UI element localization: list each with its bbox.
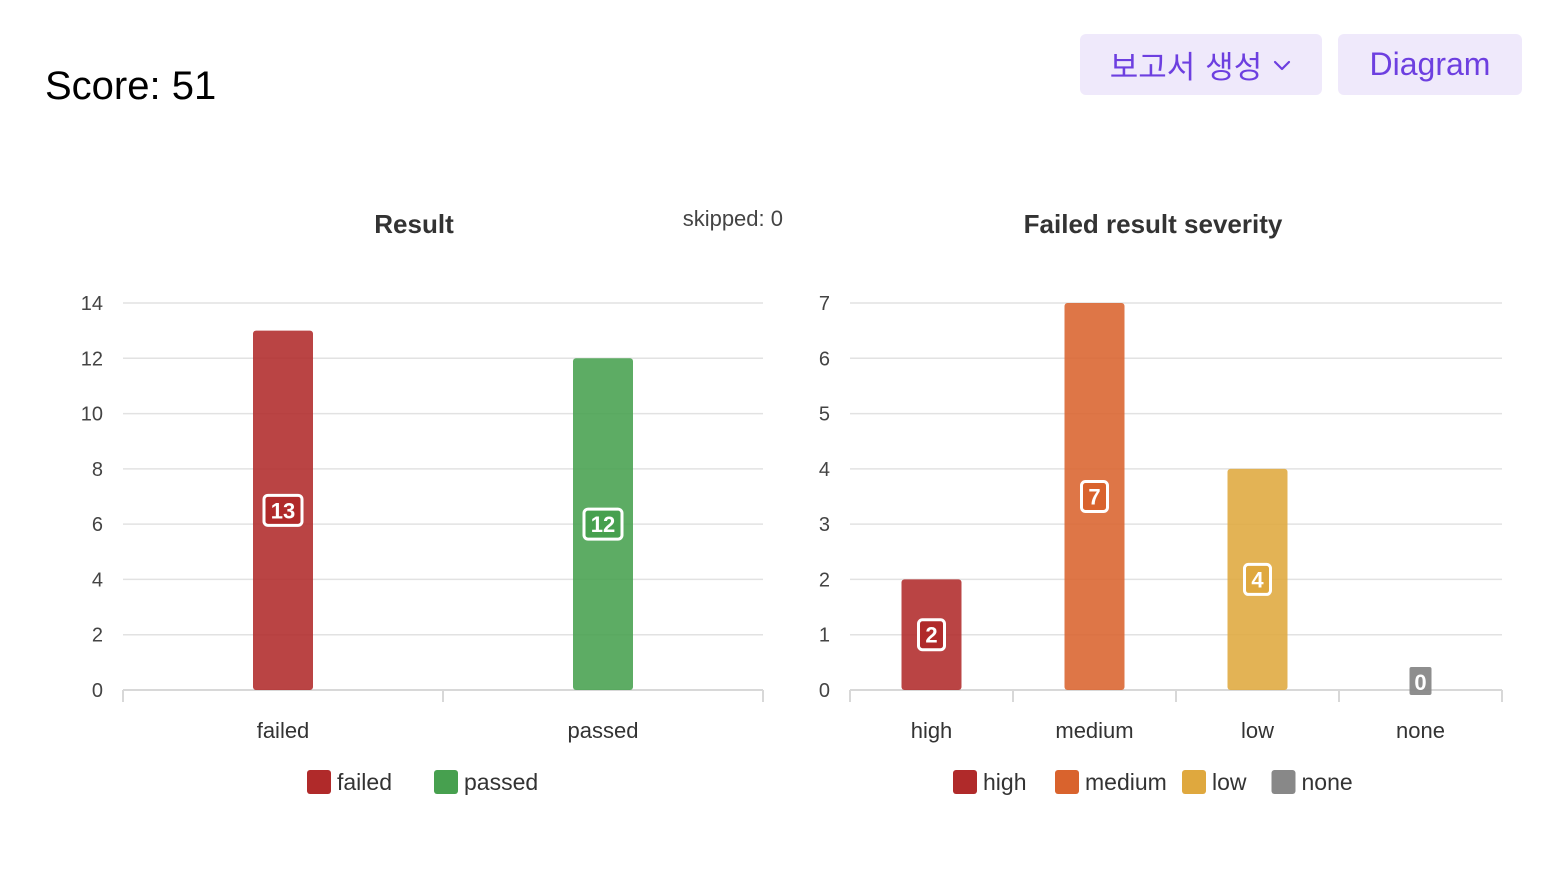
data-label: 2 — [925, 623, 937, 648]
legend-label-passed: passed — [464, 769, 538, 795]
data-label-box — [1409, 667, 1432, 695]
chart-title: Result — [374, 209, 454, 239]
data-label: 13 — [271, 498, 295, 523]
y-tick-label: 6 — [92, 514, 103, 536]
chart-title: Failed result severity — [1024, 209, 1283, 239]
y-tick-label: 2 — [819, 569, 830, 591]
y-tick-label: 4 — [819, 459, 830, 481]
score-value: 51 — [171, 64, 217, 108]
diagram-button[interactable]: Diagram — [1338, 34, 1522, 95]
score-heading: Score: 51 — [45, 62, 216, 110]
x-tick-label: low — [1241, 718, 1274, 743]
y-tick-label: 14 — [81, 293, 103, 315]
x-tick-label: failed — [257, 718, 310, 743]
legend-swatch-none — [1271, 770, 1296, 794]
data-label: 12 — [591, 512, 615, 537]
y-tick-label: 3 — [819, 514, 830, 536]
data-label-box — [1080, 480, 1109, 513]
legend-swatch-medium — [1055, 770, 1079, 794]
y-tick-label: 2 — [92, 625, 103, 647]
legend-label-none: none — [1302, 769, 1353, 795]
y-tick-label: 1 — [819, 625, 830, 647]
skipped-count-label: skipped: 0 — [683, 206, 783, 231]
data-label-box — [582, 507, 624, 541]
y-tick-label: 7 — [819, 293, 830, 315]
generate-report-button[interactable]: 보고서 생성 — [1080, 34, 1322, 95]
chevron-down-icon — [1272, 58, 1292, 72]
x-tick-label: passed — [568, 718, 639, 743]
diagram-button-label: Diagram — [1369, 46, 1491, 82]
severity-chart: Failed result severity 0 1 2 3 4 5 6 7 2 high 7 medi… — [790, 170, 1530, 830]
data-label-box — [917, 618, 946, 652]
x-tick-label: medium — [1055, 718, 1133, 743]
legend-swatch-passed — [434, 770, 458, 794]
legend-label-medium: medium — [1085, 769, 1167, 795]
legend-swatch-failed — [307, 770, 331, 794]
data-label: 7 — [1088, 485, 1100, 510]
legend-label-high: high — [983, 769, 1026, 795]
data-label: 4 — [1251, 567, 1264, 592]
data-label-box — [1243, 562, 1272, 596]
severity-chart-svg: Failed result severity 0 1 2 3 4 5 6 7 2 high 7 medi… — [819, 209, 1503, 795]
y-tick-label: 5 — [819, 404, 830, 426]
data-label: 0 — [1414, 670, 1426, 695]
y-tick-label: 4 — [92, 569, 103, 591]
y-tick-label: 0 — [92, 680, 103, 702]
y-tick-label: 12 — [81, 348, 103, 370]
legend-label-failed: failed — [337, 769, 392, 795]
legend-swatch-high — [953, 770, 977, 794]
y-tick-label: 6 — [819, 348, 830, 370]
y-tick-label: 10 — [81, 404, 103, 426]
legend-label-low: low — [1212, 769, 1247, 795]
y-tick-label: 8 — [92, 459, 103, 481]
x-tick-label: high — [911, 718, 953, 743]
result-chart-svg: Result skipped: 0 0 2 4 6 8 10 12 14 13 failed 12 pas… — [81, 206, 783, 795]
y-tick-label: 0 — [819, 680, 830, 702]
result-chart: Result skipped: 0 0 2 4 6 8 10 12 14 13 failed 12 pas… — [40, 170, 800, 830]
generate-report-label: 보고서 생성 — [1109, 50, 1263, 86]
x-tick-label: none — [1396, 718, 1445, 743]
score-label: Score: — [45, 64, 161, 108]
data-label-box — [262, 493, 304, 527]
legend-swatch-low — [1182, 770, 1206, 794]
